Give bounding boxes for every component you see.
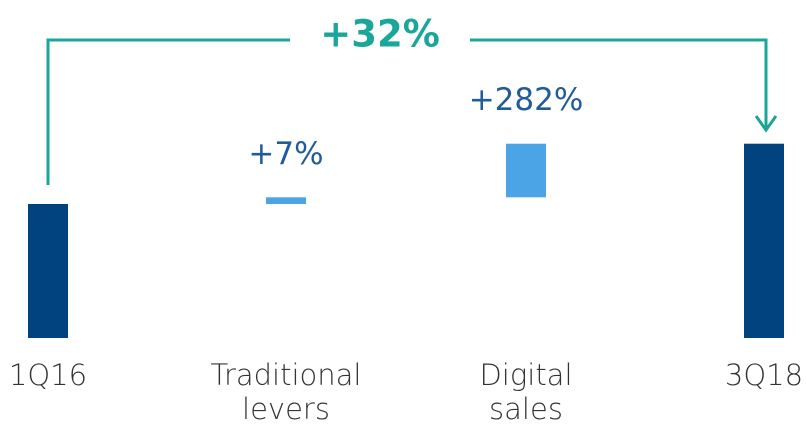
arrow-line <box>470 38 768 130</box>
category-label: 3Q18 <box>724 358 804 392</box>
bar <box>506 143 546 198</box>
category-label: Digital sales <box>479 358 573 426</box>
change-label: +7% <box>248 136 323 172</box>
arrow-head <box>754 115 778 133</box>
bar <box>28 204 68 338</box>
bar <box>266 197 306 204</box>
total-change-label: +32% <box>320 13 440 56</box>
category-label: Traditional levers <box>210 358 362 426</box>
bar <box>744 143 784 338</box>
change-label: +282% <box>469 82 584 118</box>
category-label: 1Q16 <box>8 358 88 392</box>
arrow-line <box>46 38 290 185</box>
